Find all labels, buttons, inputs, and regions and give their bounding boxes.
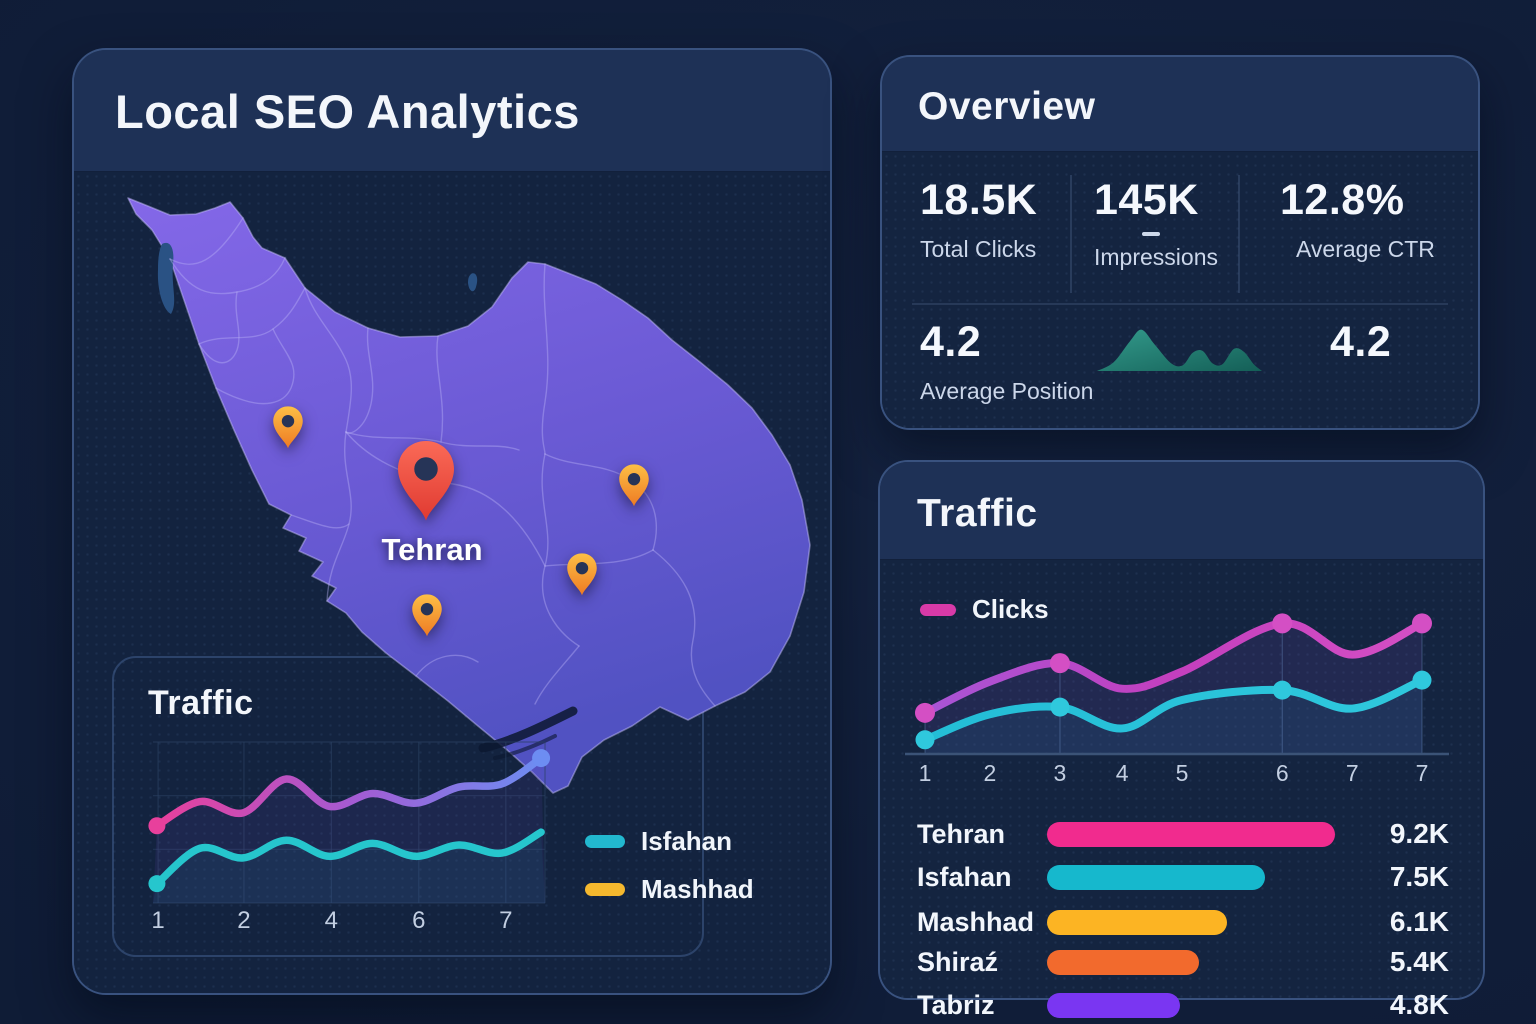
total-clicks-label: Total Clicks	[920, 236, 1037, 262]
city-pin-4[interactable]	[410, 593, 444, 638]
clicks-legend-label: Clicks	[972, 594, 1049, 624]
impressions-label: Impressions	[1094, 244, 1218, 270]
city-row-mashhad[interactable]: Mashhad 6.1K	[907, 905, 1449, 939]
stat-average-ctr: 12.8% Average CTR	[1280, 179, 1435, 263]
traffic-panel-header	[880, 462, 1483, 560]
city-name: Shiraź	[917, 946, 999, 977]
city-bar	[1047, 909, 1227, 935]
city-name: Isfahan	[917, 861, 1012, 892]
mashhad-legend-swatch	[585, 883, 625, 896]
city-bar	[1047, 992, 1180, 1018]
city-bar	[1047, 821, 1335, 847]
city-pin-3[interactable]	[565, 552, 599, 597]
average-position-right-value: 4.2	[1330, 318, 1392, 366]
stat-impressions: 145K Impressions	[1094, 179, 1218, 271]
traffic-x-label-3: 3	[1054, 760, 1067, 786]
traffic-title: Traffic	[917, 492, 1038, 535]
stat-total-clicks: 18.5K Total Clicks	[920, 179, 1037, 263]
mini-x-label-2: 2	[237, 907, 250, 934]
mini-x-label-6: 6	[412, 907, 425, 934]
traffic-panel: Traffic Clicks 1 2 3 4 5 6 7 7 Tehran 9.2K Isfaha…	[878, 460, 1485, 1020]
traffic-x-label-8: 7	[1416, 760, 1429, 786]
city-traffic-list: Tehran 9.2K Isfahan 7.5K Mashhad 6.1K Shiraź 5.…	[907, 817, 1449, 1024]
traffic-x-label-2: 2	[984, 760, 997, 786]
impressions-value: 145K	[1094, 176, 1199, 224]
map-city-label-tehran: Tehran	[381, 532, 483, 567]
isfahan-legend-swatch	[585, 835, 625, 848]
stat-average-position: 4.2 Average Position	[920, 321, 1093, 405]
iran-map	[127, 197, 811, 794]
traffic-x-label-1: 1	[919, 760, 932, 786]
mini-legend-mashhad[interactable]: Mashhad	[585, 874, 754, 905]
city-value: 5.4K	[1389, 946, 1449, 977]
city-name: Mashhad	[917, 906, 1035, 937]
mini-x-label-7: 7	[499, 907, 512, 934]
average-position-label: Average Position	[920, 378, 1094, 404]
city-row-shiraź[interactable]: Shiraź 5.4K	[907, 945, 1449, 979]
stats-divider-horizontal	[912, 303, 1448, 305]
city-name: Tabriz	[917, 989, 995, 1020]
traffic-x-label-5: 5	[1176, 760, 1189, 786]
page-title: Local SEO Analytics	[115, 85, 580, 138]
average-ctr-label: Average CTR	[1296, 236, 1435, 262]
mini-traffic-title: Traffic	[148, 684, 254, 722]
traffic-x-label-6: 6	[1276, 760, 1289, 786]
overview-panel-header	[882, 57, 1478, 152]
average-position-value: 4.2	[920, 318, 982, 366]
clicks-legend[interactable]: Clicks	[920, 594, 1049, 625]
isfahan-legend-label: Isfahan	[641, 826, 733, 856]
local-seo-panel-header	[74, 50, 830, 172]
average-ctr-value: 12.8%	[1280, 176, 1405, 224]
city-value: 4.8K	[1389, 989, 1449, 1020]
position-sparkline-chart	[1097, 329, 1262, 371]
mini-legend-isfahan[interactable]: Isfahan	[585, 826, 732, 857]
city-row-isfahan[interactable]: Isfahan 7.5K	[907, 860, 1449, 894]
stats-divider-2	[1238, 175, 1240, 293]
mini-traffic-chart: 1 2 4 6 7	[148, 741, 551, 934]
city-bar	[1047, 949, 1199, 975]
overview-panel-body	[882, 152, 1478, 428]
stats-divider-1	[1070, 175, 1072, 293]
traffic-line-chart: 1 2 3 4 5 6 7 7	[905, 613, 1449, 786]
city-name: Tehran	[917, 818, 1006, 849]
city-pin-2[interactable]	[617, 463, 651, 508]
overview-panel: Overview 18.5K Total Clicks 145K Impress…	[880, 55, 1480, 430]
mini-x-label-4: 4	[325, 907, 338, 934]
city-value: 7.5K	[1389, 861, 1449, 892]
traffic-x-label-4: 4	[1116, 760, 1129, 786]
impressions-tick	[1142, 232, 1160, 236]
clicks-legend-swatch	[920, 603, 956, 616]
total-clicks-value: 18.5K	[920, 176, 1038, 224]
city-bar	[1047, 864, 1265, 890]
city-value: 6.1K	[1389, 906, 1449, 937]
traffic-x-label-7: 7	[1346, 760, 1359, 786]
city-pin-1[interactable]	[271, 405, 305, 450]
city-row-tabriz[interactable]: Tabriz 4.8K	[907, 988, 1449, 1022]
tehran-pin[interactable]	[394, 438, 458, 524]
city-row-tehran[interactable]: Tehran 9.2K	[907, 817, 1449, 851]
city-value: 9.2K	[1389, 818, 1449, 849]
overview-title: Overview	[918, 85, 1096, 128]
mini-x-label-1: 1	[151, 907, 164, 934]
mashhad-legend-label: Mashhad	[641, 874, 754, 904]
